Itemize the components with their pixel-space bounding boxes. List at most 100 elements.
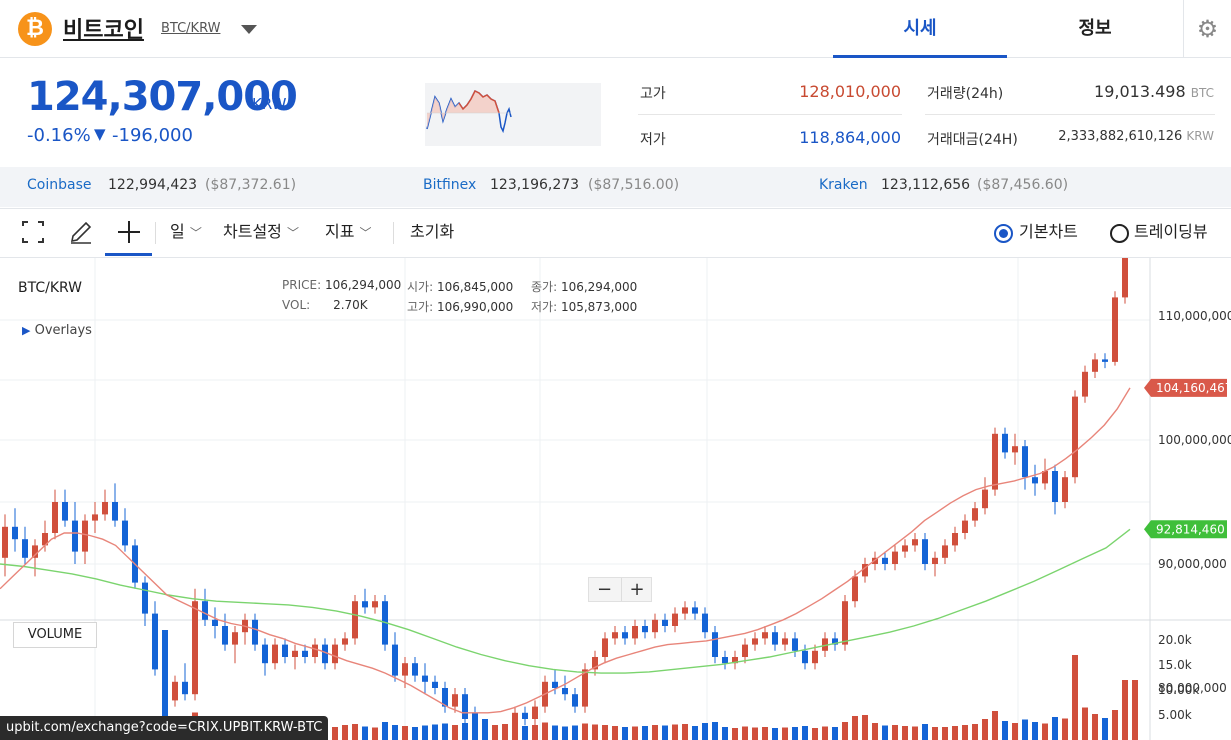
candle-body <box>932 557 938 564</box>
volume-bar <box>572 725 578 740</box>
ma-short-tag-bg <box>1144 378 1227 397</box>
volume-bar <box>972 724 978 740</box>
candle-body <box>792 638 798 651</box>
exchange-name-bitfinex: Bitfinex <box>423 177 477 193</box>
candle-body <box>562 688 568 695</box>
volume-bar <box>1092 714 1098 740</box>
candle-body <box>282 644 288 657</box>
candle-body <box>552 681 558 688</box>
high-value: 128,010,000 <box>799 82 901 101</box>
coin-select-caret-icon[interactable] <box>241 25 257 34</box>
volume-bar <box>392 725 398 740</box>
candle-body <box>1002 433 1008 453</box>
volume-bar <box>332 727 338 740</box>
fullscreen-icon[interactable] <box>22 208 44 256</box>
candle-body <box>112 502 118 521</box>
volume-bar <box>1032 722 1038 740</box>
volume-bar <box>692 726 698 740</box>
candle-body <box>1122 258 1128 298</box>
candle-body <box>632 626 638 639</box>
crosshair-icon[interactable] <box>117 208 141 256</box>
candle-body <box>332 644 338 664</box>
coin-pair[interactable]: BTC/KRW <box>161 21 221 36</box>
price-tick-label: 100,000,000 <box>1158 433 1231 447</box>
tab-quote[interactable]: 시세 <box>833 0 1007 58</box>
interval-select[interactable]: 일 ﹀ <box>170 222 202 241</box>
candle-body <box>72 520 78 552</box>
volume-bar <box>472 712 478 740</box>
candle-body <box>842 601 848 645</box>
candle-body <box>572 694 578 707</box>
volume-bar <box>982 719 988 740</box>
tradingview-label[interactable]: 트레이딩뷰 <box>1134 222 1208 241</box>
candle-body <box>42 533 48 546</box>
volume-panel-label: VOLUME <box>13 622 97 648</box>
candle-body <box>212 619 218 626</box>
candle-body <box>782 638 788 645</box>
candle-body <box>262 644 268 664</box>
ma-long-tag-bg <box>1144 520 1227 539</box>
volume-bar <box>662 725 668 740</box>
reset-button[interactable]: 초기화 <box>410 222 455 241</box>
zoom-in-button[interactable]: + <box>621 578 652 601</box>
zoom-out-button[interactable]: − <box>596 579 613 600</box>
price-chart[interactable]: 120,000,000110,000,000100,000,00090,000,… <box>0 258 1231 740</box>
candle-body <box>252 619 258 645</box>
candle-body <box>1032 477 1038 484</box>
candle-body <box>702 613 708 633</box>
info-low: 저가: 105,873,000 <box>531 300 638 314</box>
basic-chart-label[interactable]: 기본차트 <box>1019 222 1078 241</box>
candle-body <box>202 601 208 620</box>
candle-body <box>1052 471 1058 502</box>
volume-tick-label: 15.0k <box>1158 658 1192 672</box>
candle-body <box>462 694 468 719</box>
volume-bar <box>452 725 458 740</box>
candle-body <box>182 681 188 695</box>
tradingview-radio[interactable] <box>1110 224 1129 243</box>
candle-body <box>62 502 68 521</box>
candle-body <box>12 526 18 540</box>
chart-settings-select[interactable]: 차트설정 ﹀ <box>223 222 299 241</box>
volume-bar <box>1022 719 1028 740</box>
candle-body <box>862 564 868 577</box>
volume-bar <box>892 725 898 740</box>
candle-body <box>52 502 58 533</box>
volume-bar <box>362 726 368 740</box>
volume-bar <box>582 723 588 740</box>
volume-bar <box>532 725 538 740</box>
volume-bar <box>732 728 738 740</box>
candle-body <box>362 601 368 608</box>
info-volume: VOL: 2.70K <box>282 298 368 312</box>
indicators-select[interactable]: 지표 ﹀ <box>325 222 372 241</box>
volume-bar <box>432 724 438 740</box>
volume-bar <box>762 727 768 740</box>
volume-bar <box>462 723 468 740</box>
gear-icon[interactable]: ⚙ <box>1183 0 1231 58</box>
volume-bar <box>1102 718 1108 740</box>
volume-bar <box>1062 718 1068 740</box>
turnover-value: 2,333,882,610,126 KRW <box>1058 129 1214 144</box>
volume-bar <box>772 728 778 740</box>
divider <box>155 222 156 244</box>
volume-bar <box>512 722 518 740</box>
volume-bar <box>502 724 508 740</box>
volume-bar <box>522 726 528 740</box>
tab-info[interactable]: 정보 <box>1078 18 1112 39</box>
basic-chart-radio[interactable] <box>994 224 1013 243</box>
pencil-icon[interactable] <box>69 208 93 256</box>
candle-body <box>422 675 428 682</box>
candle-body <box>982 489 988 509</box>
change-amount: -196,000 <box>112 125 193 146</box>
candle-body <box>322 644 328 664</box>
overlays-toggle[interactable]: ▶ Overlays <box>22 323 92 338</box>
candle-body <box>1082 371 1088 397</box>
volume-bar <box>1072 655 1078 740</box>
candle-body <box>102 502 108 515</box>
coin-name[interactable]: 비트코인 <box>63 18 144 43</box>
volume-bar <box>342 725 348 740</box>
exchange-strip <box>0 167 1231 207</box>
volume-bar <box>622 727 628 740</box>
candle-body <box>952 533 958 546</box>
volume-bar <box>162 630 168 740</box>
current-price: 124,307,000 <box>27 74 298 120</box>
